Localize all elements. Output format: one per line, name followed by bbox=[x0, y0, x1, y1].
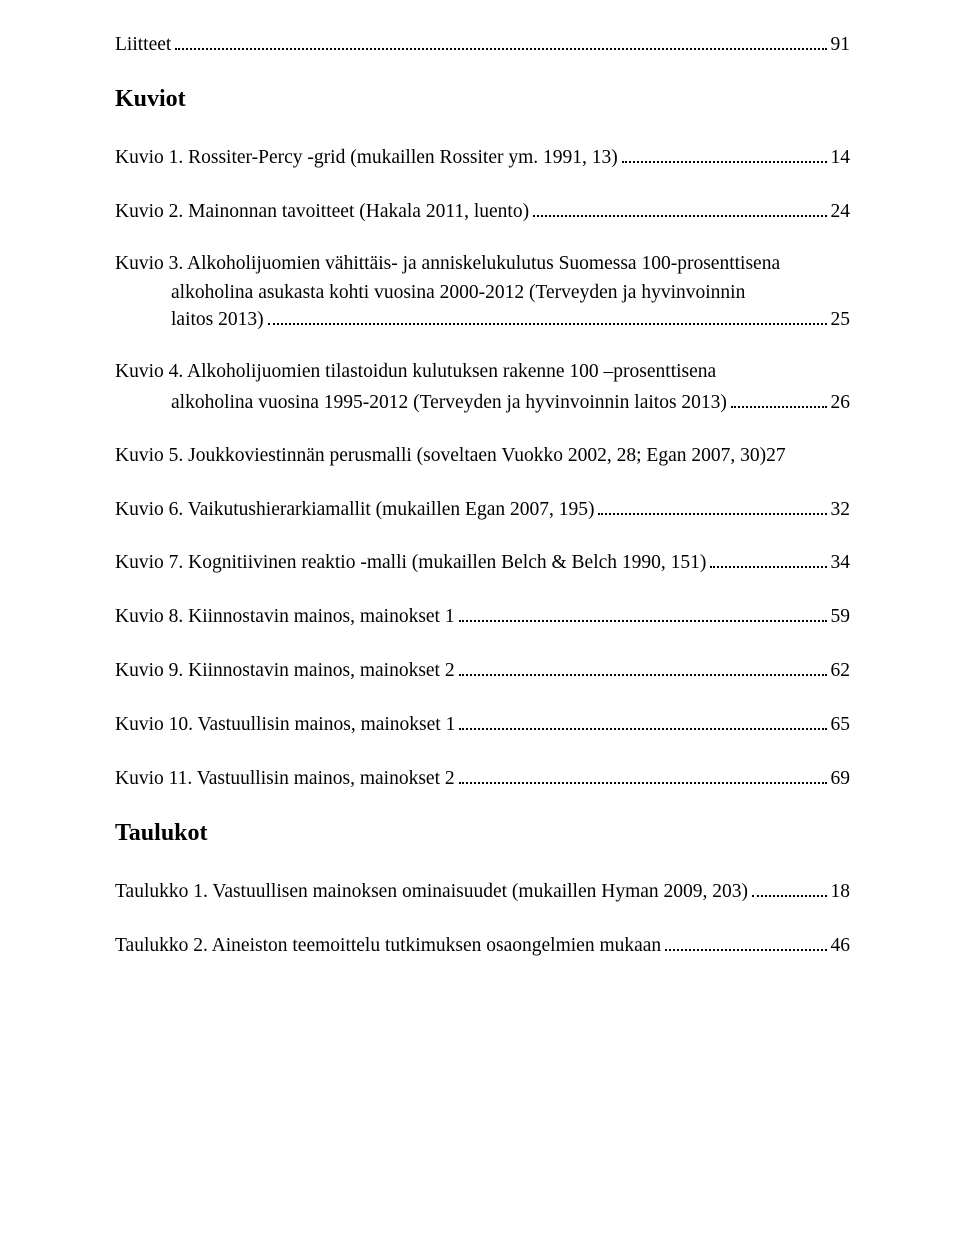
toc-page: 62 bbox=[831, 658, 851, 683]
toc-entry-kuvio7: Kuvio 7. Kognitiivinen reaktio -malli (m… bbox=[115, 549, 850, 576]
toc-entry-taulukko2: Taulukko 2. Aineiston teemoittelu tutkim… bbox=[115, 931, 850, 958]
toc-entry-kuvio10: Kuvio 10. Vastuullisin mainos, mainokset… bbox=[115, 711, 850, 738]
toc-entry-kuvio11: Kuvio 11. Vastuullisin mainos, mainokset… bbox=[115, 764, 850, 791]
toc-text: Kuvio 8. Kiinnostavin mainos, mainokset … bbox=[115, 604, 455, 629]
toc-text: Taulukko 2. Aineiston teemoittelu tutkim… bbox=[115, 933, 661, 958]
toc-entry-kuvio5: Kuvio 5. Joukkoviestinnän perusmalli (so… bbox=[115, 443, 850, 468]
toc-text: Kuvio 1. Rossiter-Percy -grid (mukaillen… bbox=[115, 145, 618, 170]
heading-kuviot: Kuviot bbox=[115, 84, 850, 115]
toc-entry-kuvio1: Kuvio 1. Rossiter-Percy -grid (mukaillen… bbox=[115, 143, 850, 170]
toc-entry-kuvio3: Kuvio 3. Alkoholijuomien vähittäis- ja a… bbox=[115, 251, 850, 333]
toc-text: Kuvio 2. Mainonnan tavoitteet (Hakala 20… bbox=[115, 199, 529, 224]
toc-dots bbox=[459, 711, 826, 731]
toc-text: Kuvio 5. Joukkoviestinnän perusmalli (so… bbox=[115, 443, 786, 468]
toc-text: Kuvio 6. Vaikutushierarkiamallit (mukail… bbox=[115, 497, 594, 522]
toc-dots bbox=[175, 30, 826, 50]
toc-entry-kuvio8: Kuvio 8. Kiinnostavin mainos, mainokset … bbox=[115, 603, 850, 630]
toc-dots bbox=[459, 603, 827, 623]
toc-page: 32 bbox=[831, 497, 851, 522]
heading-taulukot: Taulukot bbox=[115, 818, 850, 849]
toc-page: 14 bbox=[831, 145, 851, 170]
toc-page: 69 bbox=[831, 766, 851, 791]
toc-dots bbox=[268, 306, 827, 326]
toc-entry-kuvio2: Kuvio 2. Mainonnan tavoitteet (Hakala 20… bbox=[115, 197, 850, 224]
toc-text-line2: alkoholina vuosina 1995-2012 (Terveyden … bbox=[171, 390, 727, 415]
toc-text: Kuvio 9. Kiinnostavin mainos, mainokset … bbox=[115, 658, 455, 683]
toc-page: 34 bbox=[831, 550, 851, 575]
toc-entry-kuvio9: Kuvio 9. Kiinnostavin mainos, mainokset … bbox=[115, 657, 850, 684]
toc-text: Kuvio 11. Vastuullisin mainos, mainokset… bbox=[115, 766, 455, 791]
toc-page: 46 bbox=[831, 933, 851, 958]
toc-dots bbox=[790, 443, 846, 461]
toc-page: 91 bbox=[831, 32, 851, 57]
toc-page: 65 bbox=[831, 712, 851, 737]
toc-page: 26 bbox=[831, 390, 851, 415]
toc-page: 59 bbox=[831, 604, 851, 629]
toc-dots bbox=[622, 143, 827, 163]
toc-dots bbox=[752, 878, 826, 898]
toc-text-line3: laitos 2013) bbox=[171, 307, 264, 332]
toc-text: Kuvio 10. Vastuullisin mainos, mainokset… bbox=[115, 712, 455, 737]
toc-dots bbox=[459, 657, 827, 677]
toc-dots bbox=[665, 931, 826, 951]
toc-text: Kuvio 7. Kognitiivinen reaktio -malli (m… bbox=[115, 550, 706, 575]
toc-entry-kuvio6: Kuvio 6. Vaikutushierarkiamallit (mukail… bbox=[115, 495, 850, 522]
toc-dots bbox=[710, 549, 826, 569]
toc-page: 18 bbox=[831, 879, 851, 904]
toc-text-line1: Kuvio 3. Alkoholijuomien vähittäis- ja a… bbox=[115, 251, 850, 276]
toc-entry-liitteet: Liitteet 91 bbox=[115, 30, 850, 57]
toc-dots bbox=[533, 197, 826, 217]
toc-page: 25 bbox=[831, 307, 851, 332]
page-container: Liitteet 91 Kuviot Kuvio 1. Rossiter-Per… bbox=[0, 0, 960, 1253]
toc-entry-kuvio4: Kuvio 4. Alkoholijuomien tilastoidun kul… bbox=[115, 359, 850, 415]
toc-dots bbox=[598, 495, 826, 515]
toc-text: Taulukko 1. Vastuullisen mainoksen omina… bbox=[115, 879, 748, 904]
toc-page: 24 bbox=[831, 199, 851, 224]
toc-dots bbox=[731, 389, 827, 409]
toc-label: Liitteet bbox=[115, 32, 171, 57]
toc-dots bbox=[459, 764, 827, 784]
toc-text-line2: alkoholina asukasta kohti vuosina 2000-2… bbox=[115, 280, 850, 305]
toc-entry-taulukko1: Taulukko 1. Vastuullisen mainoksen omina… bbox=[115, 878, 850, 905]
toc-text-line1: Kuvio 4. Alkoholijuomien tilastoidun kul… bbox=[115, 359, 850, 384]
